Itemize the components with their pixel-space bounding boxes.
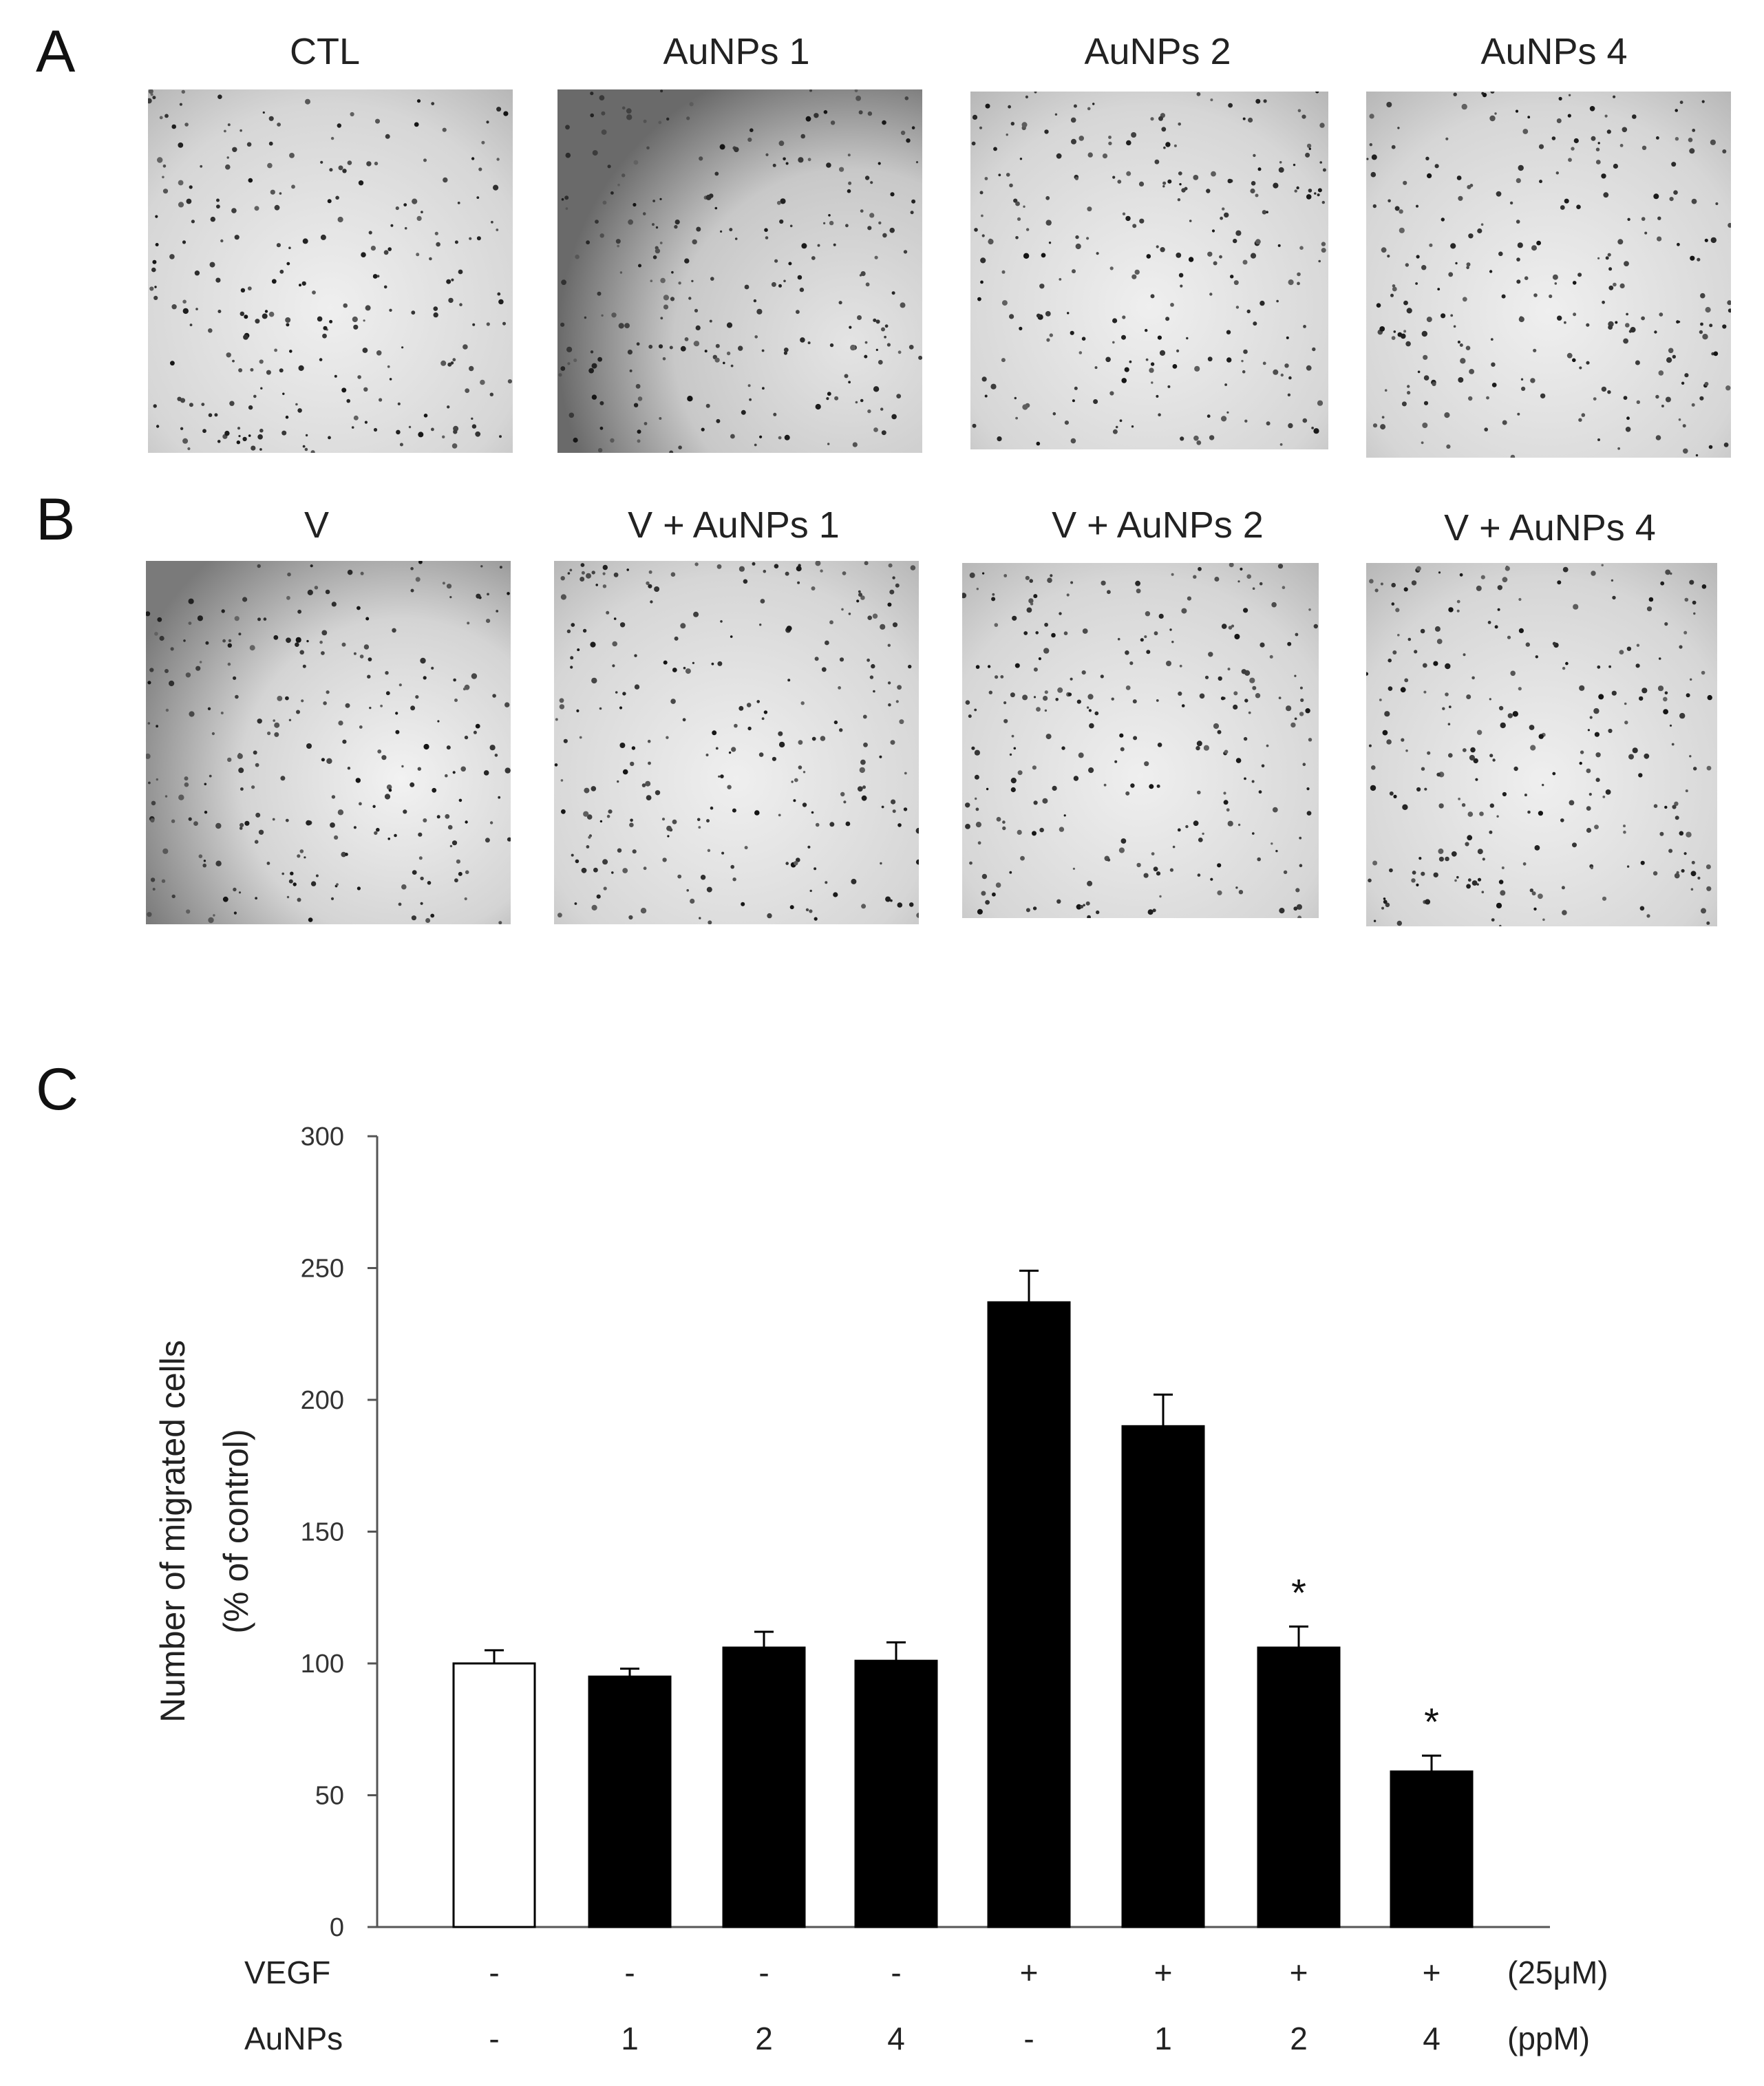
y-axis-label-line1: Number of migrated cells [153, 1340, 192, 1723]
treatment-unit: (25μM) [1507, 1955, 1608, 1990]
treatment-value: 2 [1290, 2021, 1308, 2056]
image-title-aunps-4: AuNPs 4 [1480, 31, 1628, 72]
bar [722, 1646, 806, 1928]
treatment-value: - [624, 1955, 635, 1990]
bar [1257, 1646, 1341, 1928]
image-title-v-aunps-4: V + AuNPs 4 [1444, 507, 1656, 549]
micrograph-v-aunps-2 [962, 563, 1319, 918]
panel-letter-a: A [36, 19, 76, 85]
y-tick-label: 250 [301, 1255, 344, 1284]
bar [588, 1675, 672, 1928]
bar [987, 1301, 1071, 1928]
image-title-v-aunps-1: V + AuNPs 1 [628, 504, 840, 546]
micrograph-v-aunps-1 [554, 561, 919, 924]
bar [1390, 1770, 1474, 1928]
treatment-value: - [758, 1955, 769, 1990]
image-title-aunps-1: AuNPs 1 [663, 31, 810, 72]
treatment-value: + [1020, 1955, 1039, 1990]
micrograph-v-aunps-4 [1366, 563, 1717, 926]
bar [452, 1662, 536, 1928]
treatment-value: - [489, 2021, 499, 2056]
bar [854, 1659, 938, 1928]
micrograph-ctl [148, 89, 513, 453]
treatment-value: 4 [1423, 2021, 1441, 2056]
treatment-unit: (ppM) [1507, 2021, 1590, 2056]
treatment-value: - [489, 1955, 499, 1990]
y-tick-label: 0 [330, 1913, 344, 1942]
treatment-value: 4 [887, 2021, 905, 2056]
image-title-v: V [304, 504, 330, 546]
panel-letter-b: B [36, 487, 76, 553]
micrograph-aunps-1 [557, 89, 922, 453]
y-axis-label-line2: (% of control) [217, 1429, 255, 1633]
treatment-value: - [1023, 2021, 1034, 2056]
panel-letter-c: C [36, 1056, 79, 1122]
treatment-value: 1 [621, 2021, 639, 2056]
image-title-ctl: CTL [289, 31, 360, 72]
significance-marker: * [1291, 1571, 1306, 1614]
micrograph-aunps-4 [1366, 92, 1731, 458]
image-title-aunps-2: AuNPs 2 [1084, 31, 1231, 72]
y-tick-label: 150 [301, 1518, 344, 1547]
treatment-value: 1 [1154, 2021, 1172, 2056]
micrograph-aunps-2 [970, 92, 1328, 449]
treatment-value: + [1290, 1955, 1308, 1990]
bar [1121, 1425, 1205, 1928]
treatment-row-label: VEGF [244, 1955, 330, 1990]
treatment-value: + [1423, 1955, 1441, 1990]
y-tick-label: 100 [301, 1650, 344, 1679]
treatment-value: 2 [755, 2021, 773, 2056]
y-tick-label: 300 [301, 1122, 344, 1151]
significance-marker: * [1424, 1700, 1439, 1743]
image-title-v-aunps-2: V + AuNPs 2 [1052, 504, 1264, 546]
micrograph-v [146, 561, 511, 924]
treatment-value: + [1154, 1955, 1173, 1990]
treatment-value: - [891, 1955, 901, 1990]
y-tick-label: 200 [301, 1386, 344, 1415]
y-tick-label: 50 [315, 1782, 344, 1811]
treatment-row-label: AuNPs [244, 2021, 343, 2056]
